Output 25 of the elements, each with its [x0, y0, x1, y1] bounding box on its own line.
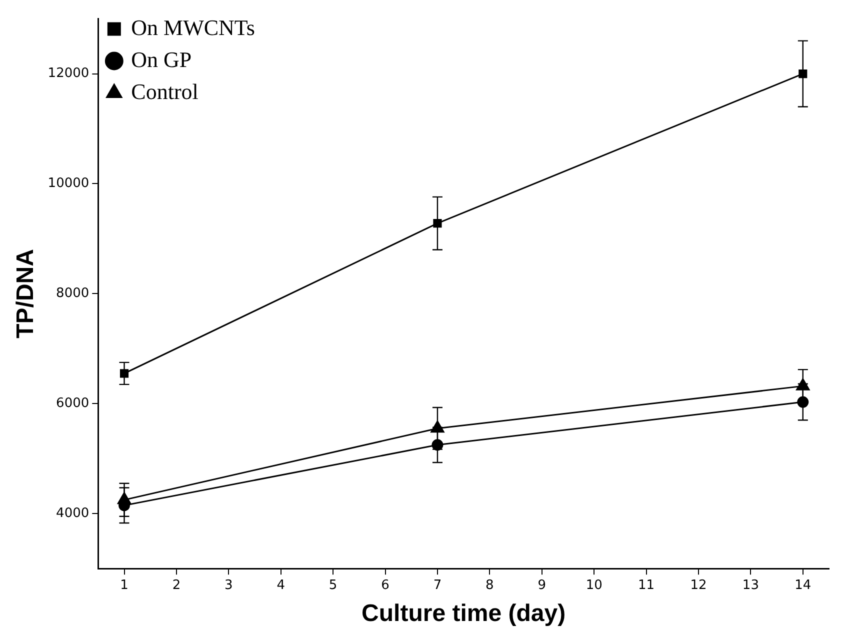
x-tick-label: 7 [433, 578, 442, 593]
x-tick-label: 2 [172, 578, 181, 593]
y-tick-label: 12000 [48, 66, 90, 82]
x-tick-label: 14 [794, 578, 812, 593]
x-tick-label: 9 [538, 578, 546, 593]
x-tick-label: 4 [276, 578, 286, 593]
y-tick-label: 4000 [56, 506, 90, 521]
x-tick-label: 1 [120, 578, 128, 593]
y-tick-label: 6000 [56, 396, 90, 412]
legend-label: Control [131, 78, 198, 104]
y-axis-title: TP/DNA [12, 249, 40, 338]
x-tick-label: 10 [586, 578, 602, 593]
y-tick-label: 10000 [48, 176, 90, 192]
x-tick-label: 13 [742, 578, 759, 593]
y-tick-label: 8000 [56, 286, 90, 302]
legend-label: On GP [131, 46, 192, 72]
x-tick-label: 8 [486, 578, 494, 593]
legend-label: On MWCNTs [131, 14, 255, 40]
point [433, 219, 442, 228]
x-tick-label: 5 [328, 578, 338, 593]
x-axis-title: Culture time (day) [362, 600, 566, 628]
x-tick-label: 3 [224, 578, 233, 593]
x-tick-label: 11 [638, 578, 655, 593]
x-tick-label: 6 [381, 578, 390, 593]
x-tick-label: 12 [690, 578, 707, 593]
